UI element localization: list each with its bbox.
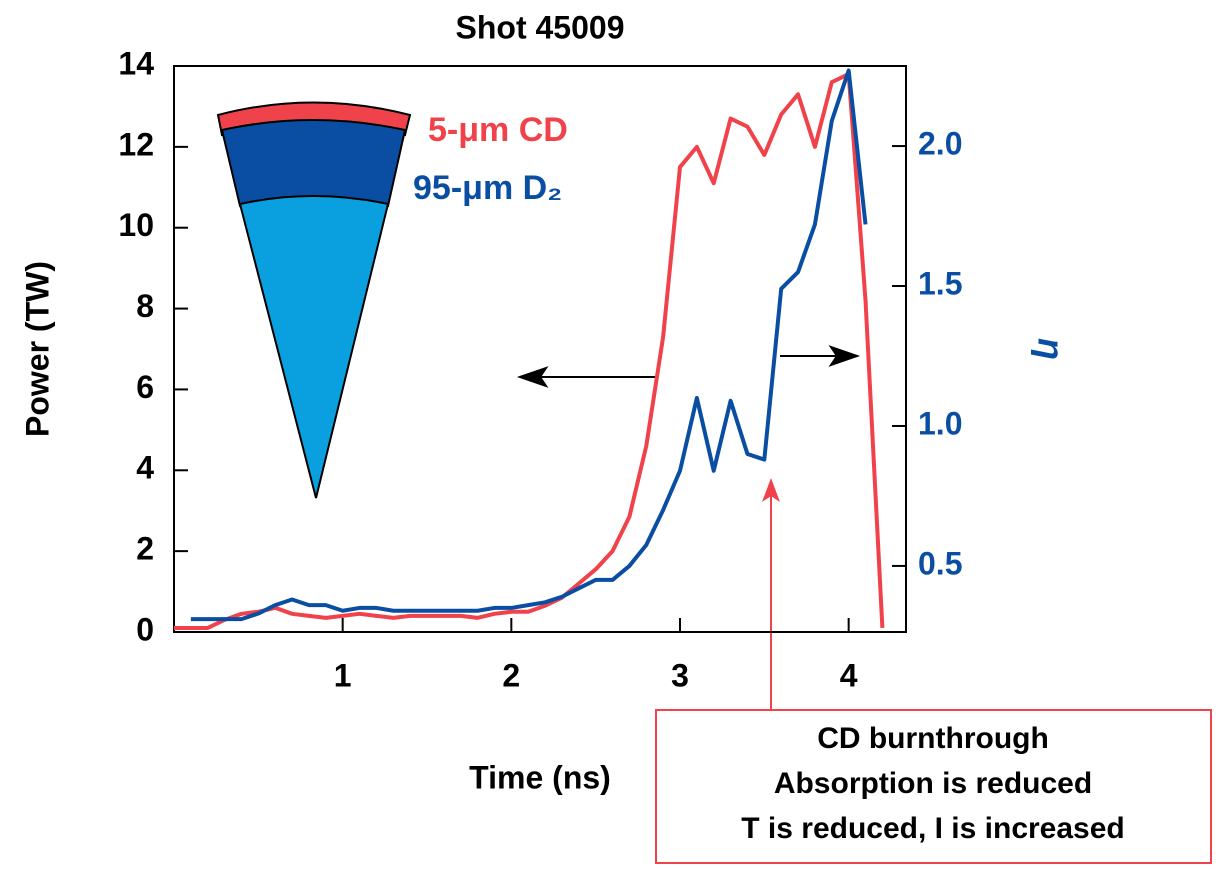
y2-tick-label: 1.0 (918, 405, 962, 441)
annotation-text: CD burnthrough (817, 722, 1049, 755)
y-tick-label: 6 (136, 369, 154, 405)
y-tick-label: 8 (136, 288, 154, 324)
x-tick-label: 4 (840, 657, 858, 693)
annotation-text: Absorption is reduced (774, 767, 1092, 800)
series-line (174, 72, 885, 630)
chart-title: Shot 45009 (456, 9, 625, 45)
y2-tick-label: 1.5 (918, 265, 962, 301)
y-tick-label: 14 (118, 45, 154, 81)
x-tick-label: 3 (671, 657, 689, 693)
y2-axis-label: η (1030, 338, 1071, 360)
arrows (516, 345, 861, 388)
legend-entry: 95-μm D₂ (413, 169, 562, 207)
legend-entry: 5-μm CD (428, 111, 568, 149)
plot-frame (173, 65, 907, 633)
y-tick-label: 10 (118, 207, 154, 243)
y-tick-label: 12 (118, 126, 154, 162)
y2-tick-label: 0.5 (918, 545, 962, 581)
y2-tick-label: 2.0 (918, 126, 962, 162)
y-tick-label: 4 (136, 450, 154, 486)
x-tick-label: 2 (502, 657, 520, 693)
y-tick-label: 0 (136, 611, 154, 647)
annotation (655, 478, 1212, 864)
x-axis-label: Time (ns) (469, 759, 611, 795)
shell-diagram (216, 101, 412, 499)
y-axis-label: Power (TW) (19, 261, 55, 437)
annotation-text: T is reduced, I is increased (741, 812, 1125, 845)
series-line (190, 68, 868, 622)
y-tick-label: 2 (136, 531, 154, 567)
x-tick-label: 1 (334, 657, 352, 693)
